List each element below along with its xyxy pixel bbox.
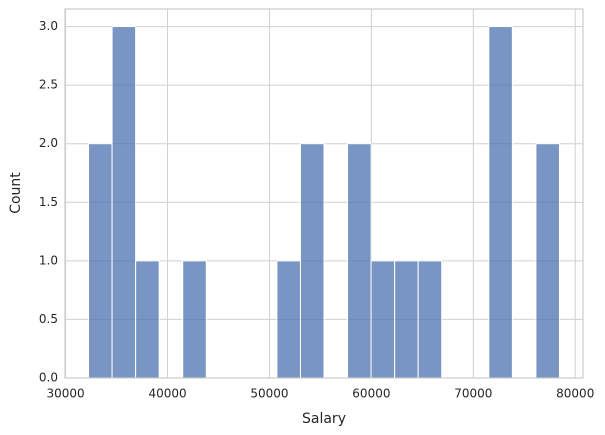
x-tick-label: 70000: [454, 387, 492, 401]
bar: [182, 260, 207, 379]
x-axis-label: Salary: [302, 411, 346, 427]
y-tick-label: 0.0: [39, 371, 58, 385]
bar: [417, 260, 443, 379]
y-axis-label: Count: [8, 172, 24, 214]
bar: [276, 260, 301, 379]
y-tick-label: 1.5: [39, 195, 58, 209]
x-tick-label: 30000: [47, 387, 85, 401]
plot-frame: [64, 8, 584, 379]
x-tick-label: 50000: [250, 387, 288, 401]
bar: [347, 143, 372, 379]
bar: [488, 26, 513, 379]
y-tick-label: 0.5: [39, 312, 58, 326]
bar: [135, 260, 160, 379]
x-tick-label: 60000: [352, 387, 390, 401]
bar: [535, 143, 560, 379]
y-tick-label: 1.0: [39, 253, 58, 267]
x-tick-label: 40000: [148, 387, 186, 401]
bar: [111, 26, 137, 379]
x-tick-label: 80000: [556, 387, 594, 401]
bar: [394, 260, 419, 379]
bar: [370, 260, 396, 379]
y-tick-label: 3.0: [39, 19, 58, 33]
y-tick-label: 2.0: [39, 136, 58, 150]
bar: [88, 143, 113, 379]
bar: [299, 143, 325, 379]
y-tick-label: 2.5: [39, 78, 58, 92]
